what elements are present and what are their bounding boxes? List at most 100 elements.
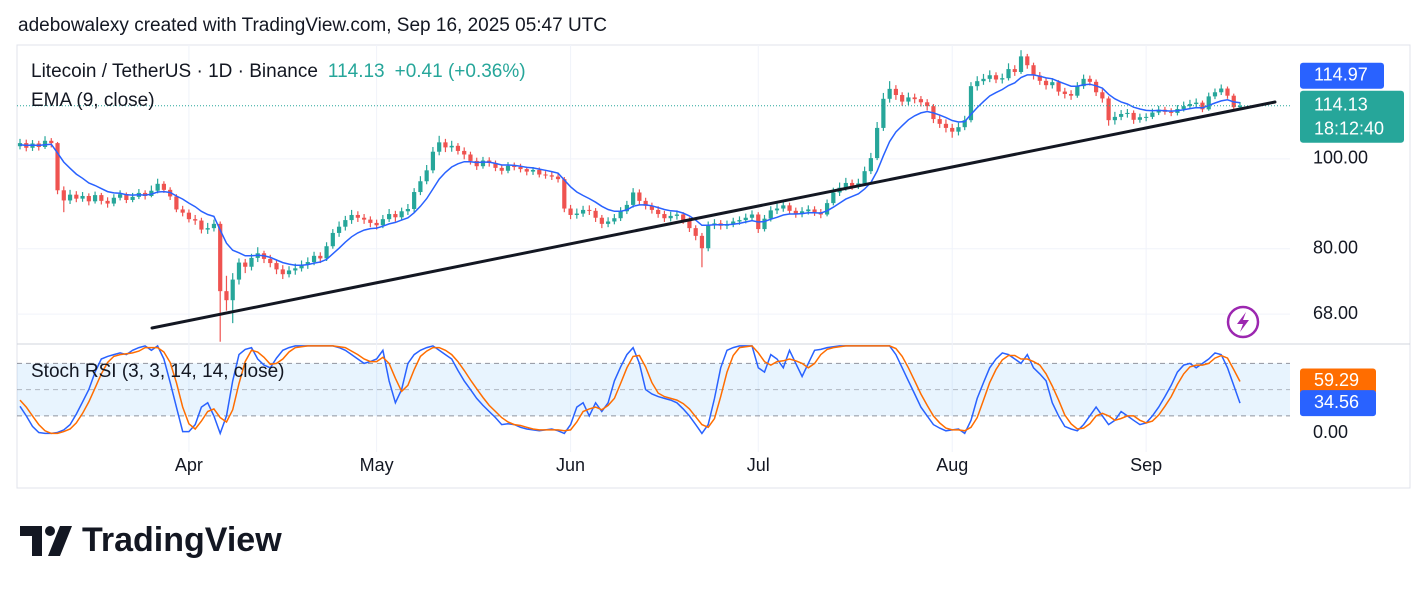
candle-body [236,262,242,280]
candle-body [505,165,511,171]
candle-body [161,183,166,190]
candle-body [1087,78,1092,82]
candle-body [806,209,811,212]
candle-body [55,143,60,191]
candle-body [918,99,924,103]
x-tick-label: Sep [1130,455,1162,475]
candle-body [211,223,217,229]
candle-body [1206,96,1211,110]
stoch-tag [1300,368,1376,395]
candle-body [793,210,798,215]
x-tick-label: Apr [175,455,203,475]
ema-legend: EMA (9, close) [31,90,155,111]
candle-body [1075,86,1080,96]
candle-body [1068,93,1074,96]
candle-body [193,219,198,221]
candle-body [311,255,317,263]
candle-body [305,262,310,265]
ema-tag-label: 114.97 [1314,64,1368,84]
stoch-band [17,362,1290,417]
candle-body [987,75,992,79]
candle-body [512,165,517,168]
candle-body [1106,98,1111,121]
candle-body [199,220,204,230]
candle-body [412,192,417,209]
stoch-tag-label: 34.56 [1314,392,1359,412]
stoch-line [19,344,1241,436]
alert-icon[interactable] [1226,305,1260,339]
candle-body [893,88,898,96]
candle-body [693,228,698,236]
candle-body [812,209,817,213]
candle-body [224,291,229,301]
candle-body [887,88,892,99]
candle-body [687,220,692,229]
candle-body [1100,92,1105,99]
last-price-tag [1300,90,1404,143]
candle-body [1037,75,1042,81]
candle-body [643,200,648,206]
ema-line [19,74,1241,266]
candle-body [380,219,385,226]
candle-body [731,221,736,225]
candle-body [437,142,442,152]
candle-body [324,246,329,259]
candle-body [387,214,392,220]
candle-body [1119,113,1124,117]
candle-body [981,78,986,82]
candle-body [537,169,542,175]
candle-body [624,204,629,212]
chart-frame [16,44,1411,489]
countdown-label: 18:12:40 [1314,118,1384,138]
candle-body [368,219,373,223]
candle-body [105,200,110,204]
candle-body [606,221,611,224]
candle-body [774,208,780,211]
candle-body [230,279,235,301]
stoch-tag-label: 59.29 [1314,370,1359,390]
candle-body [318,255,323,259]
candle-body [118,194,123,198]
candle-body [906,97,911,102]
candle-body [474,160,479,167]
candle-body [768,210,773,219]
tradingview-logo: TradingView [20,521,282,559]
price-change: +0.41 (+0.36%) [395,61,526,82]
candle-body [925,102,930,107]
candle-body [174,196,179,210]
candle-body [737,220,742,222]
candle-body [1018,56,1024,72]
candle-body [1131,112,1136,120]
candle-body [424,170,429,182]
candle-body [975,81,980,87]
x-tick-label: Jun [556,455,585,475]
candle-body [1000,78,1005,80]
grid [17,45,1290,452]
candle-body [1094,81,1099,93]
candle-body [900,95,905,102]
stoch-band-fill [17,363,1290,416]
candle-body [824,203,830,215]
axes: Apr May Jun Jul Aug Sep 68.00 80.00 100.00 114.13… [175,62,1404,475]
candle-body [218,223,223,292]
symbol-title: Litecoin / TetherUS · 1D · Binance [31,61,318,82]
candle-body [374,222,379,226]
candle-body [656,209,661,215]
x-tick-label: Jul [747,455,770,475]
candle-body [1112,116,1117,121]
candle-body [480,160,486,167]
candle-body [574,213,579,215]
candle-body [17,143,23,147]
x-tick-label: Aug [936,455,968,475]
stoch-pane [19,344,1241,436]
candle-body [831,192,836,204]
stoch-legend: Stoch RSI (3, 3, 14, 14, close) [31,361,284,382]
candle-body [80,195,85,199]
candle-body [124,194,129,200]
candle-body [587,209,592,211]
candle-body [1150,112,1155,117]
candle-body [99,195,104,201]
candle-body [74,194,79,199]
candle-body [580,209,586,214]
